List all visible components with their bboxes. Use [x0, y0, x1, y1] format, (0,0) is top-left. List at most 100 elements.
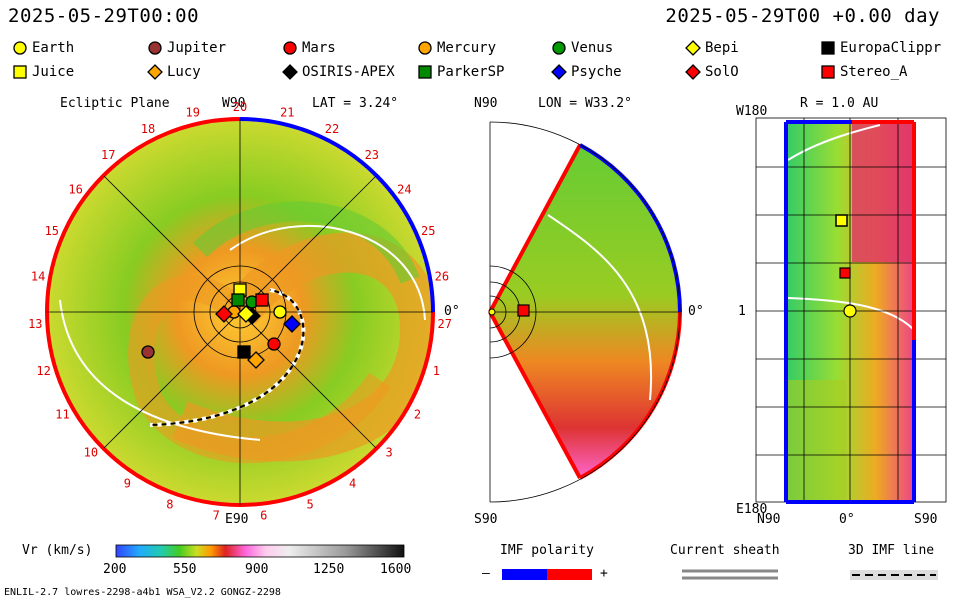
carrington-tick-6: 6	[260, 509, 267, 523]
legend-label: Lucy	[167, 64, 201, 80]
imf-polarity-minus: –	[482, 566, 490, 581]
carrington-tick-23: 23	[365, 148, 379, 162]
ecliptic-earth-marker	[273, 305, 287, 319]
legend-item-europaclippr: EuropaClippr	[820, 40, 941, 56]
meridional-stereoa-marker	[517, 304, 530, 317]
ecliptic-plane-panel: 20 21222324252627123456789101112131415161…	[28, 100, 452, 523]
legend-label: Mercury	[437, 40, 497, 56]
legend-label: ParkerSP	[437, 64, 505, 80]
carrington-tick-21: 21	[280, 106, 294, 120]
radial-r-label: R = 1.0 AU	[800, 96, 879, 111]
legend-item-juice: Juice	[12, 64, 74, 80]
ecliptic-imf-line-white	[149, 288, 306, 427]
carrington-tick-15: 15	[45, 224, 59, 238]
legend-item-bepi: Bepi	[685, 40, 739, 56]
legend-label: Mars	[302, 40, 336, 56]
ecliptic-polarity-neg-2	[45, 117, 241, 313]
meridional-edge-north	[488, 144, 582, 313]
meridional-earth-marker	[488, 308, 496, 316]
carrington-tick-17: 17	[101, 148, 115, 162]
earth-marker-icon	[13, 41, 27, 55]
current-sheath-label: Current sheath	[670, 543, 780, 558]
psyche-marker-icon	[551, 64, 567, 80]
europaclippr-marker-icon	[821, 41, 835, 55]
ecliptic-bepi-marker	[237, 305, 255, 323]
ecliptic-right-label: 0°	[444, 304, 460, 319]
carrington-tick-14: 14	[31, 269, 45, 283]
legend-label: Stereo_A	[840, 64, 908, 80]
ecliptic-current-sheath-2	[59, 299, 261, 441]
meridional-right-label: 0°	[688, 304, 704, 319]
header-datetime-left: 2025-05-29T00:00	[8, 5, 200, 27]
meridional-lon: LON = W33.2°	[538, 96, 632, 111]
venus-marker-icon	[552, 41, 566, 55]
ecliptic-current-sheath-1	[229, 224, 426, 321]
legend-label: Earth	[32, 40, 75, 56]
vr-colorbar	[115, 544, 405, 558]
ecliptic-mars-marker	[267, 337, 281, 351]
ecliptic-solo-marker	[215, 305, 233, 323]
ecliptic-bottom-label: E90	[225, 512, 249, 527]
carrington-tick-27: 27	[437, 317, 451, 331]
carrington-tick-7: 7	[213, 509, 220, 523]
meridional-plane-panel	[488, 121, 682, 503]
imf-polarity-label: IMF polarity	[500, 543, 594, 558]
radial-slow-region	[786, 380, 846, 500]
radial-fast-region	[852, 122, 914, 262]
radial-xtick-s90: S90	[914, 512, 938, 527]
legend-label: OSIRIS-APEX	[302, 64, 395, 80]
carrington-tick-20: 20	[233, 100, 247, 114]
legend-item-jupiter: Jupiter	[147, 40, 226, 56]
colorbar-tick-0: 200	[103, 562, 127, 577]
colorbar-tick-3: 1250	[313, 562, 345, 577]
colorbar-tick-4: 1600	[380, 562, 412, 577]
radial-xtick-n90: N90	[757, 512, 781, 527]
footer-model-info: ENLIL-2.7 lowres-2298-a4b1 WSA_V2.2 GONG…	[4, 587, 281, 598]
legend-label: Venus	[571, 40, 614, 56]
meridional-bodies	[488, 304, 530, 317]
juice-marker-icon	[13, 65, 27, 79]
meridional-bottom-label: S90	[474, 512, 498, 527]
radial-stereoa-marker	[839, 267, 851, 279]
radial-bottom-label: E180	[736, 502, 768, 517]
imf-polarity-neg-swatch	[502, 569, 547, 580]
carrington-tick-2: 2	[414, 408, 421, 422]
legend-item-mars: Mars	[282, 40, 336, 56]
radial-current-sheath-1	[787, 124, 881, 161]
legend-label: Bepi	[705, 40, 739, 56]
legend-item-earth: Earth	[12, 40, 74, 56]
ecliptic-lat: LAT = 3.24°	[312, 96, 399, 111]
ecliptic-imf-line-black	[149, 289, 305, 426]
jupiter-marker-icon	[148, 41, 162, 55]
legend-label: EuropaClippr	[840, 40, 942, 56]
ecliptic-title: Ecliptic Plane	[60, 96, 170, 111]
carrington-tick-11: 11	[55, 408, 69, 422]
legend-label: Psyche	[571, 64, 622, 80]
mercury-marker-icon	[418, 41, 432, 55]
ecliptic-slow-stream	[192, 201, 420, 284]
meridional-current-sheath	[547, 214, 653, 401]
carrington-tick-5: 5	[306, 498, 313, 512]
legend-label: Jupiter	[167, 40, 227, 56]
carrington-tick-10: 10	[84, 446, 98, 460]
ecliptic-bodies	[141, 283, 301, 369]
carrington-tick-3: 3	[385, 446, 392, 460]
ecliptic-stereo-a-marker	[255, 293, 269, 307]
carrington-tick-26: 26	[435, 269, 449, 283]
carrington-tick-1: 1	[433, 364, 440, 378]
carrington-tick-13: 13	[28, 317, 42, 331]
radial-top-label: W180	[736, 104, 768, 119]
osiris-apex-marker-icon	[282, 64, 298, 80]
carrington-tick-16: 16	[68, 183, 82, 197]
imf-polarity-plus: +	[600, 566, 608, 581]
legend-item-lucy: Lucy	[147, 64, 201, 80]
ecliptic-jupiter-marker	[141, 345, 155, 359]
radial-bodies	[835, 214, 857, 318]
ecliptic-lucy-marker	[247, 351, 265, 369]
colorbar-label: Vr (km/s)	[22, 543, 93, 558]
bepi-marker-icon	[685, 40, 701, 56]
colorbar-tick-1: 550	[173, 562, 197, 577]
ecliptic-polarity-pos	[239, 117, 435, 313]
legend-label: Juice	[32, 64, 75, 80]
